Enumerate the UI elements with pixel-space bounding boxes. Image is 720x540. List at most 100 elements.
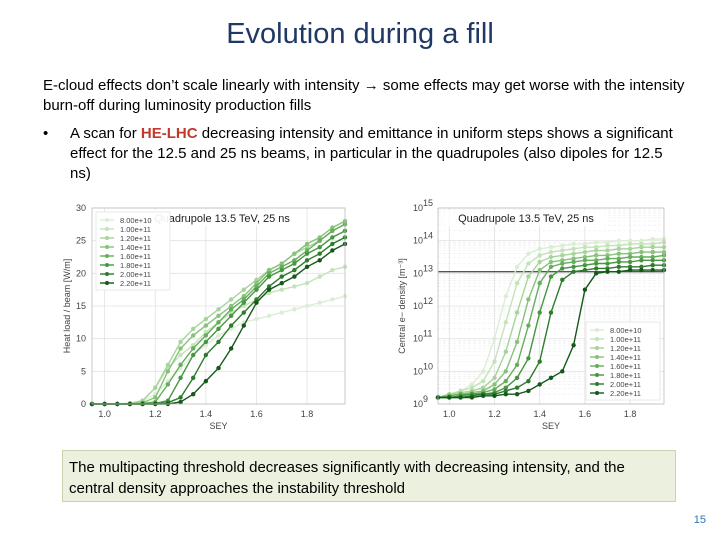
data-point [537,253,542,258]
y-tick-base: 10 [413,301,423,311]
data-point [228,346,234,351]
data-point [330,297,335,302]
data-point [241,297,246,302]
data-point [153,385,158,390]
data-point [571,264,576,269]
data-point [304,241,310,247]
data-point [254,287,259,292]
data-point [279,261,284,266]
data-point [292,261,297,266]
data-point [216,320,221,325]
legend-label: 1.80e+11 [610,371,641,380]
data-point [279,274,284,279]
x-axis-label: SEY [542,421,560,431]
data-point [266,267,272,273]
legend-marker [105,227,109,231]
data-point [191,326,196,332]
y-tick-exponent: 11 [423,329,432,339]
data-point [191,346,196,351]
data-point [216,339,221,345]
data-point [469,395,475,400]
data-point [537,259,542,265]
data-point [594,261,599,266]
data-point [492,375,497,381]
legend-marker [595,355,599,359]
bullet-text: A scan for HE-LHC decreasing intensity a… [70,124,682,184]
legend-marker [595,373,599,377]
data-point [627,238,633,243]
data-point [616,259,621,265]
data-point [616,264,621,269]
data-point [304,248,310,253]
data-point [627,254,633,260]
y-tick-base: 10 [413,334,423,344]
data-point [304,303,310,309]
data-point [241,303,246,309]
y-tick-exponent: 14 [423,231,433,241]
data-point [203,378,209,384]
legend-label: 1.80e+11 [120,261,151,270]
data-point [639,238,644,243]
legend-label: 1.00e+11 [120,225,151,234]
data-point [266,284,272,289]
data-point [241,310,246,315]
data-point [492,393,497,399]
data-point [266,313,272,318]
data-point [178,346,183,351]
data-point [492,382,497,387]
data-point [616,269,621,274]
data-point [560,266,565,271]
data-point [627,264,633,269]
legend: 8.00e+101.00e+111.20e+111.40e+111.60e+11… [95,211,171,291]
chart-title: Quadrupole 13.5 TeV, 25 ns [458,213,594,225]
data-point [605,253,610,258]
data-point [241,323,246,328]
data-point [571,246,576,252]
y-tick-exponent: 12 [423,296,433,306]
y-tick-label: 10 [76,334,86,344]
y-tick-base: 10 [413,399,423,409]
x-tick-label: 1.4 [200,409,213,419]
x-tick-label: 1.0 [443,409,456,419]
data-point [526,297,531,302]
bullet-text-start: A scan for [70,125,141,142]
data-point [650,245,655,250]
data-point [537,267,542,273]
legend-label: 1.60e+11 [120,252,151,261]
data-point [447,395,452,400]
data-point [228,297,234,302]
intro-text-start: E-cloud effects don’t scale linearly wit… [43,77,364,94]
plot-frame [91,207,346,405]
data-point [514,264,520,269]
data-point [514,339,520,345]
data-point [241,294,246,299]
data-point [514,385,520,390]
data-point [650,236,655,242]
data-point [639,245,644,250]
data-point [582,249,588,255]
data-point [178,362,183,367]
data-point [178,399,183,405]
data-point [191,352,196,358]
y-tick-label: 0 [81,399,86,409]
data-point [216,307,221,312]
data-point [548,375,554,381]
data-point [582,258,588,263]
legend-label: 1.20e+11 [610,344,641,353]
data-point [594,253,599,258]
y-tick-label: 10 15 [413,198,433,213]
data-point [537,310,542,315]
data-point [203,343,209,348]
data-point [481,378,486,384]
legend: 8.00e+101.00e+111.20e+111.40e+111.60e+11… [585,321,661,401]
data-point [228,323,234,328]
x-tick-label: 1.2 [488,409,501,419]
data-point [594,248,599,253]
legend-label: 2.00e+11 [120,270,151,279]
y-tick-label: 10 12 [413,296,433,311]
legend-label: 8.00e+10 [610,326,642,335]
data-point [330,241,335,247]
data-point [605,261,610,266]
highlight-he-lhc: HE-LHC [140,125,198,142]
data-point [514,375,520,381]
